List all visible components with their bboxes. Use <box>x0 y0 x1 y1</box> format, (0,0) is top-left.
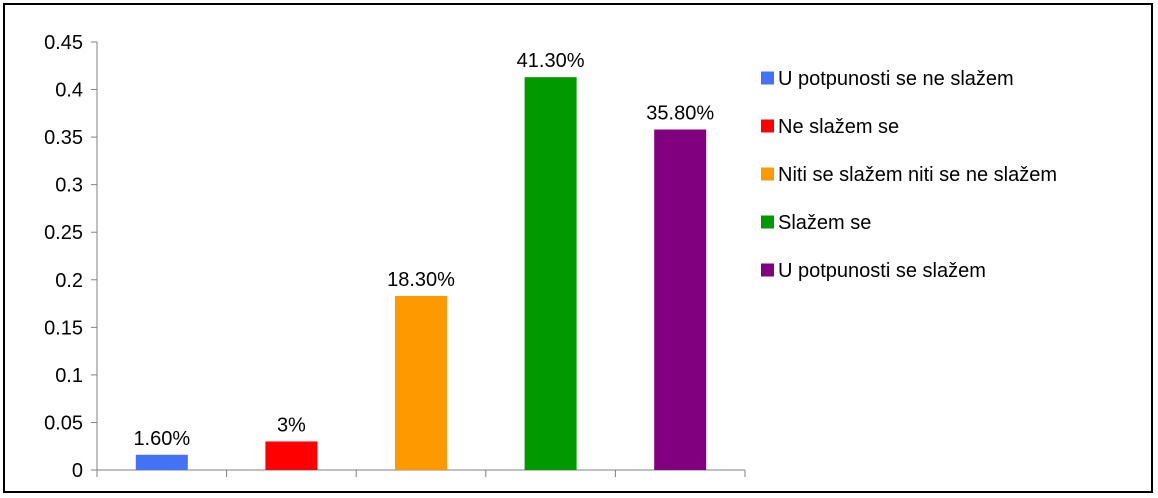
legend-label: U potpunosti se slažem <box>778 260 986 282</box>
data-label: 3% <box>277 414 306 436</box>
bar-chart: 0 0.05 0.1 0.15 0.2 0.25 0.3 0.35 0.4 0.45 1.60% 3… <box>44 32 1057 482</box>
legend-swatch <box>761 119 774 133</box>
y-tick-label: 0.35 <box>44 127 83 149</box>
y-tick-label: 0.1 <box>55 365 83 387</box>
y-tick-label: 0.45 <box>44 32 83 54</box>
y-tick-label: 0.05 <box>44 412 83 434</box>
legend-label: Niti se slažem niti se ne slažem <box>778 164 1057 186</box>
legend-label: U potpunosti se ne slažem <box>778 68 1014 90</box>
legend: U potpunosti se ne slažem Ne slažem se Nit… <box>761 68 1057 282</box>
data-labels: 1.60% 3% 18.30% 41.30% 35.80% <box>133 50 714 450</box>
data-label: 35.80% <box>646 103 714 125</box>
legend-swatch <box>761 167 774 181</box>
y-tick-label: 0.4 <box>55 80 83 102</box>
chart-frame: 0 0.05 0.1 0.15 0.2 0.25 0.3 0.35 0.4 0.45 1.60% 3… <box>3 3 1153 493</box>
y-tick-label: 0.3 <box>55 175 83 197</box>
bar <box>395 295 447 470</box>
data-label: 41.30% <box>517 50 585 72</box>
bar <box>524 77 577 471</box>
legend-swatch <box>761 215 774 229</box>
data-label: 1.60% <box>133 428 190 450</box>
legend-label: Ne slažem se <box>778 116 899 138</box>
bar <box>135 454 188 470</box>
bars <box>135 77 707 471</box>
legend-swatch <box>761 71 774 85</box>
axes: 0 0.05 0.1 0.15 0.2 0.25 0.3 0.35 0.4 0.45 <box>44 32 746 482</box>
legend-swatch <box>761 263 774 277</box>
data-label: 18.30% <box>387 269 455 291</box>
y-tick-label: 0.2 <box>55 270 83 292</box>
y-tick-label: 0.25 <box>44 222 83 244</box>
y-tick-label: 0.15 <box>44 317 83 339</box>
legend-label: Slažem se <box>778 212 871 234</box>
y-tick-label: 0 <box>72 460 83 482</box>
bar <box>265 441 318 470</box>
bar <box>654 129 707 470</box>
